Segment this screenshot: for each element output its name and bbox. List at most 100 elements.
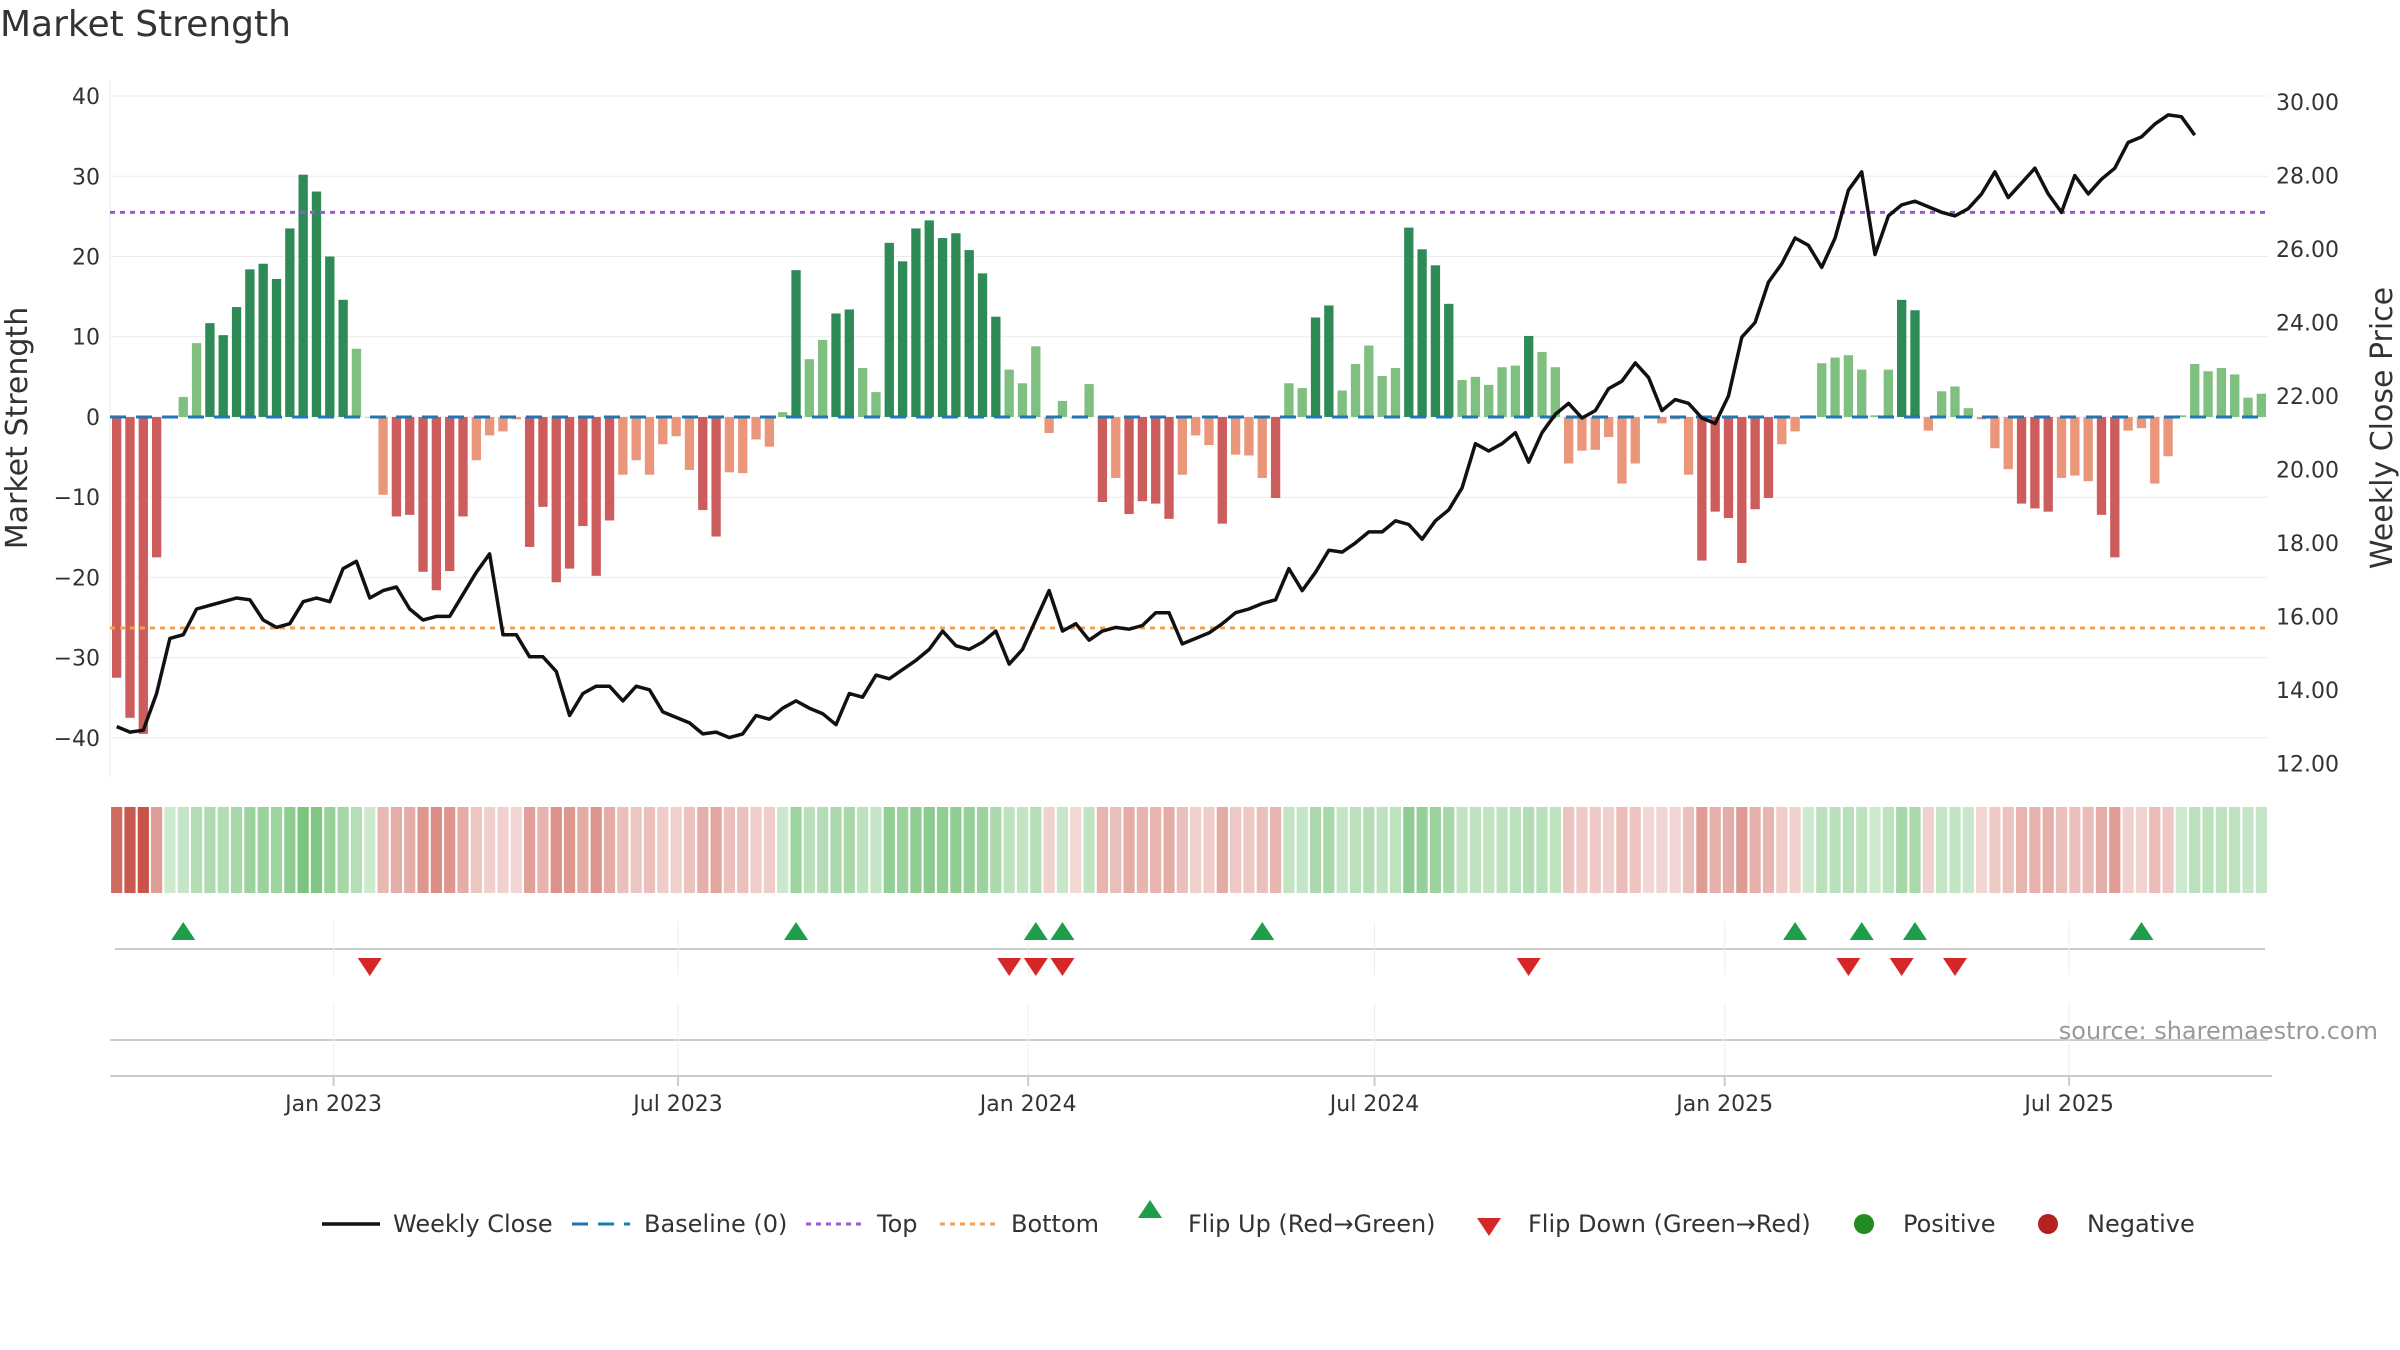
- right-tick-label: 12.00: [2276, 752, 2339, 777]
- heat-cell: [177, 807, 189, 893]
- strength-bar: [2216, 368, 2227, 417]
- heat-cell: [364, 807, 376, 893]
- strength-bar: [1936, 391, 1947, 417]
- strength-bar: [2190, 364, 2200, 417]
- heat-cell: [1163, 807, 1175, 893]
- strength-bar: [1590, 416, 1600, 450]
- heat-cell: [1869, 807, 1881, 893]
- right-tick-label: 18.00: [2276, 532, 2339, 557]
- strength-bar: [564, 416, 575, 569]
- heat-cell: [870, 807, 882, 893]
- heat-cell: [1669, 807, 1681, 893]
- heat-cell: [1443, 807, 1455, 893]
- heat-cell: [1283, 807, 1295, 893]
- strength-bar: [1444, 303, 1454, 417]
- heat-cell: [1136, 807, 1148, 893]
- heat-cell: [2122, 807, 2134, 893]
- x-tick-label: Jul 2023: [631, 1092, 723, 1117]
- strength-bar: [1284, 383, 1294, 417]
- strength-bar: [2070, 416, 2080, 476]
- strength-bar: [1417, 249, 1427, 417]
- strength-bar: [831, 313, 841, 417]
- heat-cell: [577, 807, 589, 893]
- strength-bar: [2030, 416, 2040, 509]
- strength-bar: [937, 238, 948, 417]
- strength-bar: [2176, 415, 2187, 417]
- heat-cell: [990, 807, 1002, 893]
- strength-bar: [2043, 416, 2053, 512]
- heat-cell: [470, 807, 482, 893]
- strength-bar: [1990, 416, 2000, 449]
- heat-cell: [244, 807, 256, 893]
- heat-cell: [1349, 807, 1362, 893]
- heat-cell: [111, 807, 123, 893]
- strength-bar: [2256, 393, 2267, 417]
- flip-down-marker: [1889, 958, 1914, 976]
- strength-bar: [684, 416, 695, 470]
- heat-cell: [1416, 807, 1428, 893]
- heat-cell: [1976, 807, 1988, 893]
- strength-bar: [2243, 397, 2253, 417]
- strength-bar: [524, 416, 535, 547]
- strength-bar: [951, 233, 961, 417]
- heat-cell: [550, 807, 562, 893]
- strength-bar: [964, 250, 974, 417]
- strength-bar: [671, 416, 681, 437]
- strength-bar: [1817, 363, 1827, 417]
- heat-cell: [1070, 807, 1082, 893]
- heat-cell: [1336, 807, 1348, 893]
- strength-bar: [378, 416, 388, 495]
- right-tick-label: 20.00: [2276, 458, 2339, 483]
- heat-cell: [404, 807, 416, 893]
- heat-cell: [310, 807, 323, 893]
- heat-cell: [923, 807, 935, 893]
- strength-bar: [2110, 416, 2120, 558]
- left-axis-title: Market Strength: [0, 307, 35, 549]
- strength-bar: [1897, 299, 1907, 417]
- flip-up-marker: [1250, 922, 1275, 940]
- strength-bar: [231, 307, 242, 417]
- strength-bar: [1497, 367, 1507, 417]
- strength-bar: [857, 368, 868, 417]
- heat-cell: [1709, 807, 1721, 893]
- heat-cell: [790, 807, 802, 893]
- strength-bar: [471, 416, 481, 461]
- strength-bar: [405, 416, 415, 515]
- strength-bar: [844, 309, 854, 417]
- strength-bar: [1430, 265, 1441, 417]
- strength-bar: [1777, 416, 1787, 445]
- heat-cell: [1909, 807, 1921, 893]
- strength-bar: [1843, 355, 1854, 417]
- right-tick-label: 22.00: [2276, 385, 2339, 410]
- heat-cell: [817, 807, 829, 893]
- heat-cell: [1816, 807, 1828, 893]
- heat-cell: [1323, 807, 1335, 893]
- legend-swatch-positive: [1854, 1214, 1874, 1234]
- strength-bar: [551, 416, 561, 583]
- strength-bar: [538, 416, 548, 507]
- heat-cell: [1536, 807, 1548, 893]
- heat-cell: [1176, 807, 1188, 893]
- strength-bar: [1204, 416, 1214, 446]
- strength-bar: [1177, 416, 1188, 475]
- heat-cell: [1762, 807, 1775, 893]
- flip-up-marker: [2129, 922, 2154, 940]
- strength-bar: [778, 412, 788, 417]
- strength-bar: [1484, 384, 1494, 417]
- legend-label: Baseline (0): [644, 1210, 787, 1238]
- legend-swatch-negative: [2038, 1214, 2058, 1234]
- heat-cell: [1922, 807, 1934, 893]
- heat-cell: [1509, 807, 1521, 893]
- heat-cell: [1123, 807, 1135, 893]
- heat-cell: [1749, 807, 1761, 893]
- heat-cell: [1842, 807, 1854, 893]
- grid-lines: [109, 80, 2268, 778]
- heat-cell: [1150, 807, 1162, 893]
- heat-cell: [563, 807, 576, 893]
- heat-cell: [430, 807, 442, 893]
- heat-cell: [1389, 807, 1402, 893]
- heat-cell: [590, 807, 602, 893]
- heat-cell: [2055, 807, 2068, 893]
- heat-cell: [1016, 807, 1029, 893]
- strength-bars: [111, 174, 2267, 734]
